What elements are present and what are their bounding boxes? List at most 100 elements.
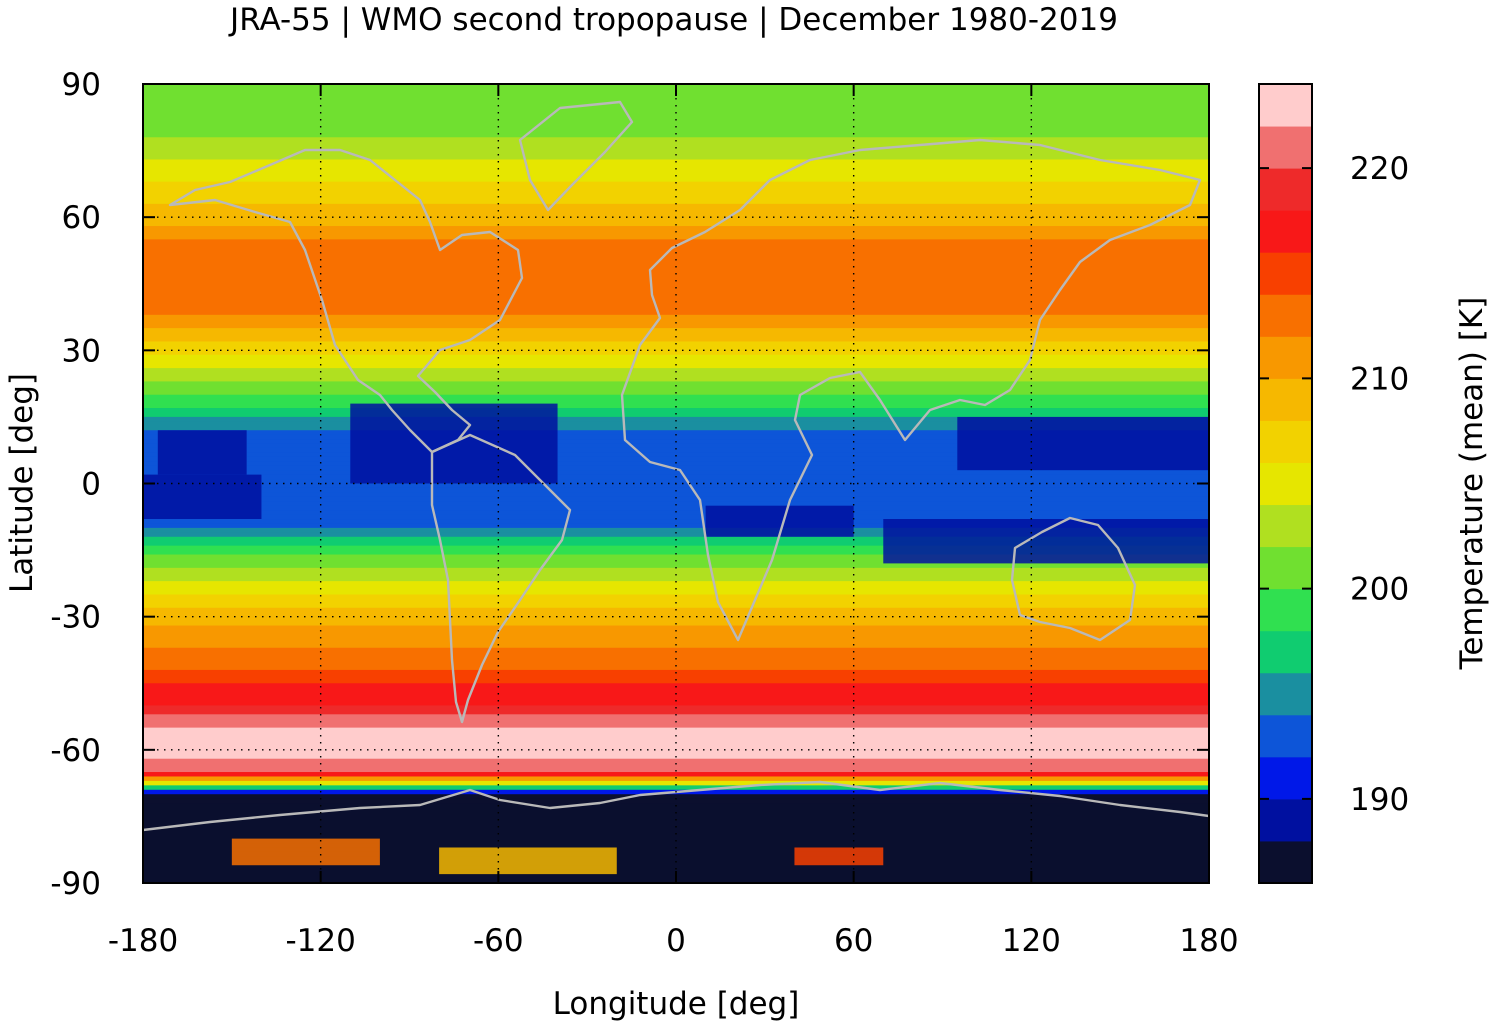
heatmap-band — [143, 385, 1209, 391]
heatmap-band — [143, 314, 1209, 320]
heatmap-band — [143, 696, 1209, 702]
heatmap-band — [143, 638, 1209, 644]
heatmap-band — [143, 692, 1209, 698]
heatmap-band — [143, 567, 1209, 573]
heatmap-band — [143, 359, 1209, 365]
colorbar-step — [1259, 840, 1312, 884]
y-tick-label: 90 — [62, 67, 101, 103]
heatmap-band — [143, 652, 1209, 658]
heatmap-band — [143, 745, 1209, 751]
heatmap-band — [143, 780, 1209, 786]
heatmap-band — [143, 514, 1209, 520]
heatmap-band — [143, 337, 1209, 343]
heatmap-band — [143, 736, 1209, 742]
x-tick-labels: -180 -120 -60 0 60 120 180 — [108, 923, 1239, 959]
heatmap-band — [143, 785, 1209, 791]
heatmap-band — [143, 217, 1209, 223]
coastline-antarctica — [143, 780, 1209, 832]
x-tick-label: -60 — [473, 923, 524, 959]
heatmap-band — [143, 519, 1209, 525]
convective-cold-patches — [143, 403, 1209, 883]
chart-title: JRA-55 | WMO second tropopause | Decembe… — [228, 2, 1118, 38]
heatmap-band — [143, 141, 1209, 147]
heatmap-band — [143, 301, 1209, 307]
coastline-australia — [1010, 516, 1137, 642]
heatmap-band — [143, 319, 1209, 325]
heatmap-band — [143, 603, 1209, 609]
heatmap-band — [143, 363, 1209, 369]
heatmap-band — [143, 323, 1209, 329]
heatmap-band — [143, 749, 1209, 755]
cold-patch — [231, 838, 380, 866]
colorbar-step — [1259, 462, 1312, 506]
cold-patch — [157, 430, 247, 475]
heatmap-band — [143, 732, 1209, 738]
heatmap-band — [143, 332, 1209, 338]
heatmap-band — [143, 430, 1209, 436]
heatmap-band — [143, 443, 1209, 449]
colorbar-tick-labels: 190 200 210 220 — [1350, 151, 1409, 818]
colorbar-step — [1259, 252, 1312, 295]
x-tick-label: 180 — [1179, 923, 1238, 959]
heatmap-band — [143, 230, 1209, 236]
heatmap-band — [143, 456, 1209, 462]
colorbar-tick-label: 200 — [1350, 572, 1409, 608]
colorbar-step — [1259, 798, 1312, 842]
heatmap-band — [143, 625, 1209, 631]
heatmap-band — [143, 310, 1209, 316]
heatmap-band — [143, 532, 1209, 538]
colorbar-step — [1259, 294, 1312, 337]
heatmap-band — [143, 647, 1209, 653]
heatmap-band — [143, 106, 1209, 112]
heatmap-band — [143, 372, 1209, 378]
heatmap-band — [143, 234, 1209, 240]
y-tick-label: -60 — [50, 733, 101, 769]
heatmap-band — [143, 203, 1209, 209]
heatmap-band — [143, 772, 1209, 778]
heatmap-band — [143, 798, 1209, 804]
heatmap-band — [143, 496, 1209, 502]
coastline-overlay — [143, 100, 1209, 832]
colorbar-step — [1259, 546, 1312, 590]
heatmap-band — [143, 199, 1209, 205]
heatmap-band — [143, 714, 1209, 720]
heatmap-band — [143, 643, 1209, 649]
heatmap-band — [143, 119, 1209, 125]
colorbar-ticks — [1259, 167, 1312, 800]
heatmap-band — [143, 709, 1209, 715]
colorbar-step — [1259, 504, 1312, 548]
heatmap-band — [143, 576, 1209, 582]
heatmap-band — [143, 550, 1209, 556]
heatmap-band — [143, 163, 1209, 169]
cold-patch — [350, 403, 558, 484]
coastline-north-america — [168, 148, 524, 454]
heatmap-band — [143, 683, 1209, 689]
heatmap-band — [143, 461, 1209, 467]
heatmap-band — [143, 155, 1209, 161]
heatmap-band — [143, 150, 1209, 156]
heatmap-band — [143, 634, 1209, 640]
heatmap-band — [143, 563, 1209, 569]
heatmap-band — [143, 434, 1209, 440]
heatmap-band — [143, 168, 1209, 174]
y-tick-label: 0 — [81, 467, 101, 503]
heatmap-band — [143, 274, 1209, 280]
y-tick-label: -30 — [50, 600, 101, 636]
x-tick-label: -180 — [108, 923, 178, 959]
heatmap-band — [143, 581, 1209, 587]
heatmap-band — [143, 248, 1209, 254]
y-axis-label: Latitude [deg] — [4, 373, 40, 593]
heatmap-band — [143, 678, 1209, 684]
axis-ticks — [142, 83, 1210, 884]
heatmap-band — [143, 447, 1209, 454]
heatmap-band — [143, 412, 1209, 418]
x-tick-label: -120 — [285, 923, 355, 959]
cold-patch — [883, 519, 1209, 564]
heatmap-band — [143, 190, 1209, 196]
colorbar-step — [1259, 714, 1312, 758]
heatmap-band — [143, 492, 1209, 498]
y-tick-labels: 90 60 30 0 -30 -60 -90 — [50, 67, 101, 902]
heatmap-band — [143, 776, 1209, 782]
heatmap-band — [143, 394, 1209, 400]
heatmap-band — [143, 226, 1209, 232]
